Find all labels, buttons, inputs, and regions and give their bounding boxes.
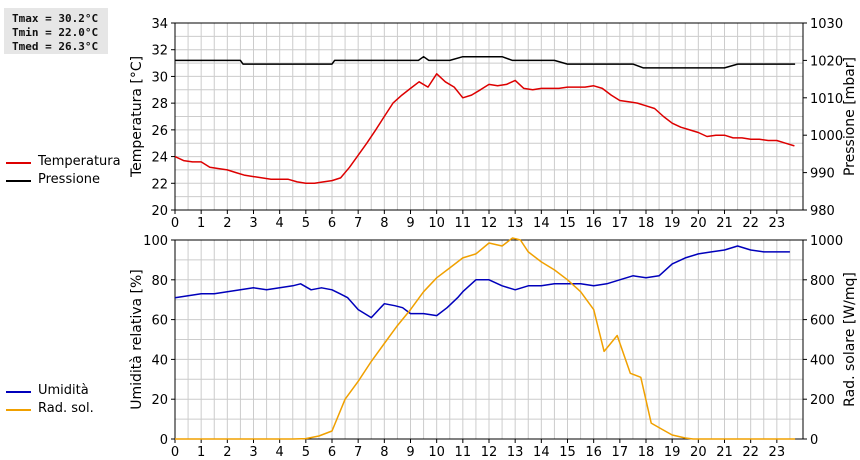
- bottom-y-right-tick-label: 1000: [810, 234, 843, 249]
- bottom-x-tick-label: 5: [302, 445, 310, 460]
- top-x-tick-label: 23: [769, 216, 786, 231]
- stat-tmed: Tmed = 26.3°C: [12, 40, 99, 53]
- top-y-right-tick-label: 1020: [810, 54, 843, 69]
- series-line-rad-sol: [175, 237, 796, 440]
- top-y-right-tick-label: 1030: [810, 17, 843, 32]
- legend-label-radsol: Rad. sol.: [38, 401, 94, 416]
- bottom-y-right-tick-label: 600: [810, 314, 835, 329]
- bottom-x-tick-label: 21: [716, 445, 733, 460]
- top-x-tick-label: 17: [612, 216, 629, 231]
- bottom-x-tick-label: 0: [171, 445, 179, 460]
- bottom-x-tick-label: 13: [507, 445, 524, 460]
- top-x-tick-label: 5: [302, 216, 310, 231]
- bottom-x-tick-label: 10: [428, 445, 445, 460]
- bottom-y-left-tick-label: 100: [143, 234, 168, 249]
- stat-tmin: Tmin = 22.0°C: [12, 26, 99, 39]
- bottom-x-tick-label: 20: [690, 445, 707, 460]
- top-x-tick-label: 14: [533, 216, 550, 231]
- top-x-tick-label: 6: [328, 216, 336, 231]
- top-y-left-tick-label: 34: [151, 17, 168, 32]
- bottom-x-tick-label: 18: [638, 445, 655, 460]
- legend-swatch-radsol: [6, 409, 31, 411]
- top-x-tick-label: 1: [197, 216, 205, 231]
- bottom-x-tick-label: 8: [380, 445, 388, 460]
- top-y-left-tick-label: 32: [151, 44, 168, 59]
- stats-box: Tmax = 30.2°C Tmin = 22.0°C Tmed = 26.3°…: [4, 8, 108, 54]
- legend-swatch-umidita: [6, 391, 31, 393]
- bottom-x-tick-label: 17: [612, 445, 629, 460]
- top-y-right-tick-label: 990: [810, 167, 835, 182]
- bottom-y-left-tick-label: 80: [151, 274, 168, 289]
- top-x-tick-label: 3: [249, 216, 257, 231]
- top-y-left-tick-label: 22: [151, 177, 168, 192]
- bottom-x-tick-label: 2: [223, 445, 231, 460]
- top-x-tick-label: 12: [481, 216, 498, 231]
- bottom-x-tick-label: 4: [276, 445, 284, 460]
- top-y-right-axis-label: Pressione [mbar]: [842, 57, 858, 176]
- bottom-x-tick-label: 3: [249, 445, 257, 460]
- top-x-tick-label: 16: [585, 216, 602, 231]
- top-x-tick-label: 2: [223, 216, 231, 231]
- series-line-pressione: [175, 55, 796, 69]
- top-x-tick-label: 9: [406, 216, 414, 231]
- legend-label-temperatura: Temperatura: [38, 154, 121, 169]
- top-x-tick-label: 11: [455, 216, 472, 231]
- bottom-x-tick-label: 11: [455, 445, 472, 460]
- bottom-x-tick-label: 15: [559, 445, 576, 460]
- bottom-y-left-tick-label: 40: [151, 353, 168, 368]
- top-x-tick-label: 19: [664, 216, 681, 231]
- bottom-y-right-tick-label: 200: [810, 393, 835, 408]
- bottom-y-left-axis-label: Umidità relativa [%]: [129, 269, 145, 410]
- series-line-umidit: [174, 245, 790, 319]
- bottom-y-left-tick-label: 60: [151, 314, 168, 329]
- top-x-tick-label: 4: [276, 216, 284, 231]
- top-x-tick-label: 8: [380, 216, 388, 231]
- bottom-x-tick-label: 19: [664, 445, 681, 460]
- top-x-tick-label: 10: [428, 216, 445, 231]
- bottom-y-left-tick-label: 0: [160, 433, 168, 448]
- bottom-x-tick-label: 7: [354, 445, 362, 460]
- top-y-left-axis-label: Temperatura [°C]: [129, 56, 145, 178]
- top-y-left-tick-label: 24: [151, 151, 168, 166]
- top-x-tick-label: 15: [559, 216, 576, 231]
- top-x-tick-label: 21: [716, 216, 733, 231]
- bottom-y-right-tick-label: 800: [810, 274, 835, 289]
- top-y-right-tick-label: 1000: [810, 129, 843, 144]
- top-x-tick-label: 22: [742, 216, 759, 231]
- bottom-x-tick-label: 14: [533, 445, 550, 460]
- top-y-left-tick-label: 20: [151, 204, 168, 219]
- legend-swatch-pressione: [6, 180, 31, 182]
- top-y-right-tick-label: 980: [810, 204, 835, 219]
- top-x-tick-label: 13: [507, 216, 524, 231]
- top-x-tick-label: 18: [638, 216, 655, 231]
- bottom-y-right-axis-label: Rad. solare [W/mq]: [842, 272, 858, 407]
- legend-swatch-temperatura: [6, 162, 31, 164]
- bottom-x-tick-label: 12: [481, 445, 498, 460]
- legend-label-pressione: Pressione: [38, 172, 101, 187]
- bottom-x-tick-label: 1: [197, 445, 205, 460]
- top-x-tick-label: 0: [171, 216, 179, 231]
- bottom-x-tick-label: 23: [769, 445, 786, 460]
- top-y-right-tick-label: 1010: [810, 92, 843, 107]
- top-x-tick-label: 20: [690, 216, 707, 231]
- series-line-temperatura: [174, 73, 795, 185]
- bottom-y-right-tick-label: 0: [810, 433, 818, 448]
- top-y-left-tick-label: 28: [151, 97, 168, 112]
- bottom-y-right-tick-label: 400: [810, 353, 835, 368]
- bottom-x-tick-label: 9: [406, 445, 414, 460]
- bottom-x-tick-label: 6: [328, 445, 336, 460]
- top-y-left-tick-label: 26: [151, 124, 168, 139]
- stat-tmax: Tmax = 30.2°C: [12, 12, 99, 25]
- top-y-left-tick-label: 30: [151, 70, 168, 85]
- bottom-x-tick-label: 22: [742, 445, 759, 460]
- legend-label-umidita: Umidità: [38, 383, 89, 398]
- bottom-x-tick-label: 16: [585, 445, 602, 460]
- bottom-y-left-tick-label: 20: [151, 393, 168, 408]
- top-x-tick-label: 7: [354, 216, 362, 231]
